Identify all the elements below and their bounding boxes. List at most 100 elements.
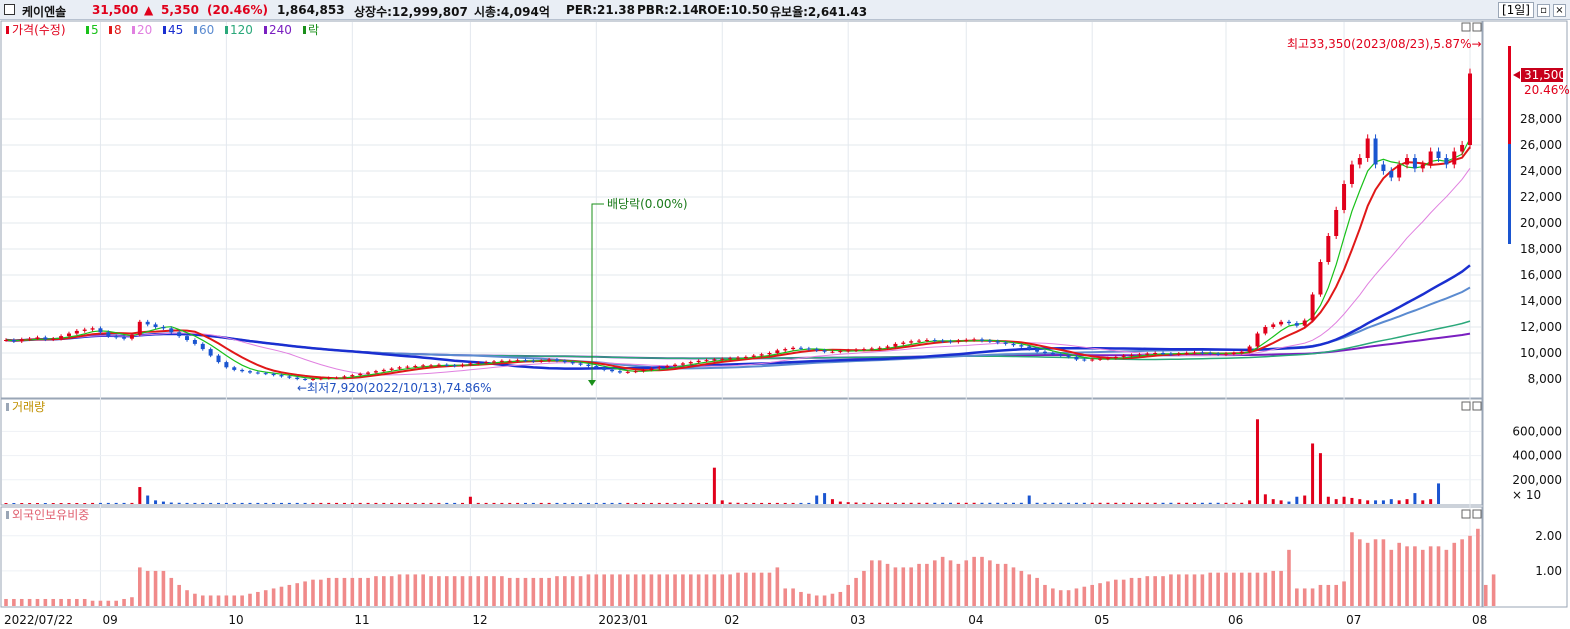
candle-body <box>1003 342 1008 344</box>
dividend-annotation: 배당락(0.00%) <box>607 197 688 211</box>
period-button[interactable]: [1일] <box>1497 2 1534 18</box>
foreign-bar <box>138 567 142 606</box>
candle-body <box>515 360 520 362</box>
foreign-bar <box>98 600 103 606</box>
volume-bar <box>1185 502 1189 504</box>
close-icon[interactable] <box>1472 22 1482 32</box>
foreign-bar <box>799 591 803 606</box>
candle-body <box>1365 138 1370 158</box>
date-axis: 2022/07/22 09 10 11 12 2023/01 02 03 04 05 06 07 08 <box>4 613 1487 627</box>
foreign-bar <box>728 574 732 606</box>
volume-bar <box>1413 493 1417 504</box>
volume-bar <box>264 502 268 504</box>
foreign-bar <box>1192 574 1197 606</box>
select-checkbox[interactable] <box>4 4 15 15</box>
candle-body <box>1444 158 1449 165</box>
foreign-bar <box>736 572 740 606</box>
pbr-value: PBR:2.14 <box>637 3 699 17</box>
foreign-bar <box>1483 584 1488 606</box>
candle-body <box>1082 359 1087 361</box>
candle-body <box>720 358 725 360</box>
candle-body <box>995 341 1000 343</box>
foreign-bar <box>1200 574 1205 606</box>
volume-bar <box>886 502 890 504</box>
candle-body <box>1011 343 1016 346</box>
volume-bar <box>98 502 102 504</box>
close-icon[interactable] <box>1472 509 1482 519</box>
foreign-bar <box>932 560 937 606</box>
volume-bar <box>1106 502 1110 504</box>
minimize-icon[interactable] <box>1461 401 1471 411</box>
maximize-icon[interactable]: ▫ <box>1537 3 1550 17</box>
minimize-icon[interactable] <box>1461 509 1471 519</box>
foreign-bar <box>1082 586 1087 606</box>
volume-legend-marker <box>6 403 9 411</box>
candle-body <box>1161 353 1166 354</box>
volume-bar <box>665 502 669 504</box>
foreign-bar <box>413 574 418 606</box>
volume-bar <box>256 502 260 504</box>
volume-bar <box>413 502 417 504</box>
stock-name[interactable]: 케이엔솔 <box>22 5 67 19</box>
volume-bar <box>1405 499 1409 504</box>
price-tick-label: 8,000 <box>1528 372 1562 386</box>
volume-bar <box>437 502 441 504</box>
foreign-bar <box>1161 576 1165 606</box>
foreign-bar <box>854 577 858 606</box>
listed-shares: 상장수:12,999,807 <box>354 5 468 19</box>
candle-body <box>838 351 843 353</box>
candle-body <box>1271 324 1276 327</box>
foreign-bar <box>484 576 488 606</box>
candle-body <box>712 359 717 361</box>
foreign-bar <box>114 600 118 606</box>
candle-body <box>1334 210 1339 236</box>
volume-bar <box>689 502 693 504</box>
foreign-bar <box>1436 546 1441 606</box>
candle-body <box>279 375 284 377</box>
ma-legend-marker-240 <box>264 26 267 34</box>
close-icon[interactable]: × <box>1553 3 1566 17</box>
candle-body <box>1019 345 1024 347</box>
volume-bar <box>1177 502 1181 504</box>
foreign-bar <box>452 576 457 606</box>
date-tick-label: 07 <box>1346 613 1361 627</box>
candle-body <box>413 366 418 367</box>
volume-bar <box>862 502 866 504</box>
candle-body <box>224 362 229 368</box>
candle-body <box>389 368 394 370</box>
stock-chart[interactable]: 8,000 10,000 12,000 14,000 16,000 18,000 20,00… <box>0 20 1570 629</box>
candle-body <box>1208 353 1213 354</box>
ma-legend-120: 120 <box>230 23 253 37</box>
price-tick-label: 24,000 <box>1520 164 1562 178</box>
price-legend-marker <box>6 26 9 34</box>
volume-bar <box>1429 499 1433 504</box>
candle-body <box>854 349 859 351</box>
candle-body <box>192 340 197 344</box>
close-icon[interactable] <box>1472 401 1482 411</box>
volume-bar <box>1082 502 1086 504</box>
volume-title: 거래량 <box>12 400 45 414</box>
price-tick-label: 10,000 <box>1520 346 1562 360</box>
volume-bar <box>59 503 63 504</box>
volume-bar <box>791 502 795 504</box>
candle-body <box>1263 327 1268 334</box>
foreign-bar <box>649 574 654 606</box>
volume-bar <box>626 502 630 504</box>
volume-bar <box>185 502 189 504</box>
candle-body <box>200 343 205 350</box>
volume-tick-label: 600,000 <box>1512 424 1562 438</box>
ma-legend-marker-8 <box>109 26 112 34</box>
volume-bar <box>1145 502 1149 504</box>
candle-body <box>11 340 16 342</box>
volume-bar <box>697 502 701 504</box>
candle-body <box>1381 164 1386 171</box>
volume-bar <box>956 502 960 504</box>
candle-body <box>1216 353 1221 355</box>
foreign-bar <box>507 577 512 606</box>
minimize-icon[interactable] <box>1461 22 1471 32</box>
candle-body <box>570 362 575 364</box>
candle-body <box>767 353 772 355</box>
candle-body <box>1239 351 1244 353</box>
current-price: 31,500 <box>92 3 139 17</box>
candle-body <box>106 332 111 337</box>
